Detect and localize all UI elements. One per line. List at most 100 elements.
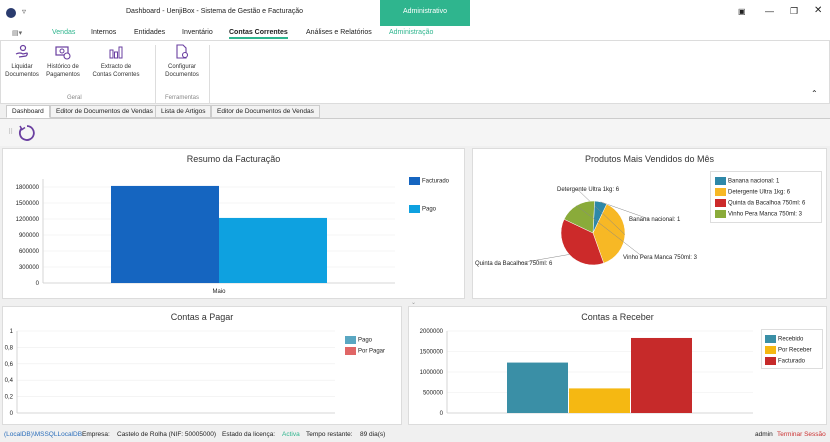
receber-legend: Recebido Por Receber Facturado — [761, 329, 823, 369]
user-name: admin — [755, 431, 773, 438]
licenca-label: Estado da licença: — [222, 431, 276, 438]
menu-bar: ▤▾ Vendas Internos Entidades Inventário … — [0, 26, 830, 40]
y-tick-label: 1200000 — [16, 217, 40, 223]
menu-administracao[interactable]: Administração — [389, 29, 434, 36]
y-tick-label: 0 — [36, 281, 40, 287]
db-connection-link[interactable]: (LocalDB)\MSSQLLocalDB — [4, 431, 83, 438]
tab-lista-artigos[interactable]: Lista de Artigos — [155, 105, 212, 118]
tab-editor-documentos-vendas-2[interactable]: Editor de Documentos de Vendas — [211, 105, 320, 118]
bar-por-receber — [569, 388, 630, 413]
pie-leader-line — [576, 205, 644, 258]
legend-banana-label: Banana nacional: 1 — [728, 178, 780, 185]
receber-chart-title: Contas a Receber — [581, 312, 654, 322]
menu-vendas[interactable]: Vendas — [52, 29, 76, 36]
y-tick-label: 0,8 — [5, 345, 14, 351]
detergente-swatch — [715, 188, 726, 196]
close-icon[interactable]: ✕ — [814, 5, 823, 16]
pie-leader-line — [519, 254, 570, 264]
legend-receber-facturado: Facturado — [765, 357, 805, 366]
bar-facturado — [111, 185, 219, 283]
banana-swatch — [715, 177, 726, 185]
legend-detergente: Detergente Ultra 1kg: 6 — [715, 188, 790, 197]
produtos-chart-title: Produtos Mais Vendidos do Mês — [584, 154, 715, 164]
y-tick-label: 1500000 — [16, 201, 40, 207]
payment-history-icon — [55, 46, 71, 60]
legend-receber-facturado-label: Facturado — [778, 358, 806, 365]
bar-chart-icon — [109, 46, 123, 59]
group-ferramentas-label: Ferramentas — [165, 95, 200, 101]
liquidar-documentos-label: Liquidar Documentos — [5, 64, 39, 78]
pago-swatch — [409, 205, 420, 213]
menu-analises[interactable]: Análises e Relatórios — [306, 29, 372, 36]
y-tick-label: 2000000 — [420, 329, 444, 335]
licenca-value: Activa — [282, 431, 300, 438]
liquidar-documentos-button[interactable]: Liquidar Documentos — [3, 44, 41, 79]
bar-pago — [219, 217, 327, 283]
pagar-chart: 1 0,8 0,6 0,4 0,2 0 — [5, 329, 335, 417]
extracto-contas-label: Extracto de Contas Correntes — [92, 64, 140, 78]
empresa-label: Empresa: — [82, 431, 110, 438]
legend-por-receber-label: Por Receber — [778, 347, 812, 354]
produtos-chart: Banana nacional: 1 Detergente Ultra 1kg: … — [475, 187, 698, 267]
menu-entidades[interactable]: Entidades — [134, 29, 166, 36]
quick-access-icon[interactable]: ▿ — [22, 7, 27, 16]
menu-inventario[interactable]: Inventário — [182, 29, 213, 36]
minimize-icon[interactable]: — — [765, 6, 774, 16]
collapse-ribbon-icon[interactable]: ⌃ — [811, 89, 818, 98]
resumo-chart-title: Resumo da Facturação — [186, 154, 281, 164]
document-settings-icon — [176, 44, 189, 59]
ribbon-separator — [155, 45, 156, 103]
configurar-documentos-button[interactable]: Configurar Documentos — [159, 44, 205, 79]
por-receber-swatch — [765, 346, 776, 354]
document-tabs: Dashboard Editor de Documentos de Vendas… — [0, 105, 830, 118]
configurar-documentos-label: Configurar Documentos — [165, 64, 199, 78]
pagar-pago-swatch — [345, 336, 356, 344]
restore-icon[interactable]: ❐ — [790, 6, 799, 16]
legend-pagar-pago-label: Pago — [358, 337, 373, 344]
layout-icon[interactable]: ▣ — [738, 7, 746, 16]
pie-slice-label: Banana nacional: 1 — [629, 217, 681, 223]
pie-slice-1 — [592, 203, 626, 264]
y-tick-label: 1500000 — [420, 350, 444, 356]
y-tick-label: 0 — [440, 411, 444, 417]
status-bar: (LocalDB)\MSSQLLocalDB Empresa: Castelo … — [0, 427, 830, 442]
window-title: Dashboard - UenjiBox - Sistema de Gestão… — [126, 8, 304, 15]
hand-coin-icon — [15, 44, 28, 58]
bar-recebido — [507, 362, 568, 413]
pagar-legend: Pago Por Pagar — [343, 335, 391, 359]
menu-internos[interactable]: Internos — [91, 29, 117, 36]
pie-slice-label: Vinho Pera Manca 750ml: 3 — [623, 255, 698, 261]
logout-link[interactable]: Terminar Sessão — [777, 431, 826, 438]
y-tick-label: 0,4 — [5, 378, 14, 384]
legend-por-receber: Por Receber — [765, 346, 812, 355]
legend-pago-label: Pago — [422, 206, 437, 213]
app-menu-icon[interactable]: ▤▾ — [12, 30, 23, 37]
tab-dashboard[interactable]: Dashboard — [6, 105, 50, 118]
legend-vinho-label: Vinho Pera Manca 750ml: 3 — [728, 211, 802, 218]
legend-quinta: Quinta da Bacalhoa 750ml: 6 — [715, 199, 805, 208]
empresa-value: Castelo de Rolha (NIF: 50005000) — [117, 431, 217, 438]
splitter-chevron-icon[interactable]: ⌄ — [411, 300, 417, 306]
historico-pagamentos-button[interactable]: Histórico de Pagamentos — [41, 44, 85, 79]
tempo-label: Tempo restante: — [306, 431, 353, 438]
y-tick-label: 500000 — [423, 391, 444, 397]
y-tick-label: 900000 — [19, 233, 40, 239]
app-logo-icon — [6, 8, 16, 18]
tab-editor-documentos-vendas[interactable]: Editor de Documentos de Vendas — [50, 105, 159, 118]
resumo-facturacao-panel: Resumo da Facturação 1800000 1500000 12000… — [2, 148, 465, 299]
y-tick-label: 1 — [10, 329, 14, 335]
y-tick-label: 300000 — [19, 265, 40, 271]
produtos-vendidos-panel: Produtos Mais Vendidos do Mês Banana nac… — [472, 148, 827, 299]
legend-por-pagar-label: Por Pagar — [358, 348, 386, 355]
bar-facturado — [631, 337, 692, 413]
por-pagar-swatch — [345, 347, 356, 355]
recebido-swatch — [765, 335, 776, 343]
legend-pago: Pago — [409, 205, 436, 214]
menu-contas-correntes[interactable]: Contas Correntes — [229, 29, 288, 39]
refresh-icon[interactable] — [18, 124, 36, 142]
drag-handle-icon[interactable]: ⠿ — [8, 129, 14, 136]
extracto-contas-button[interactable]: Extracto de Contas Correntes — [85, 44, 147, 79]
y-tick-label: 0,6 — [5, 362, 14, 368]
legend-quinta-label: Quinta da Bacalhoa 750ml: 6 — [728, 200, 806, 207]
resumo-chart: 1800000 1500000 1200000 900000 600000 300000 0… — [16, 179, 395, 295]
